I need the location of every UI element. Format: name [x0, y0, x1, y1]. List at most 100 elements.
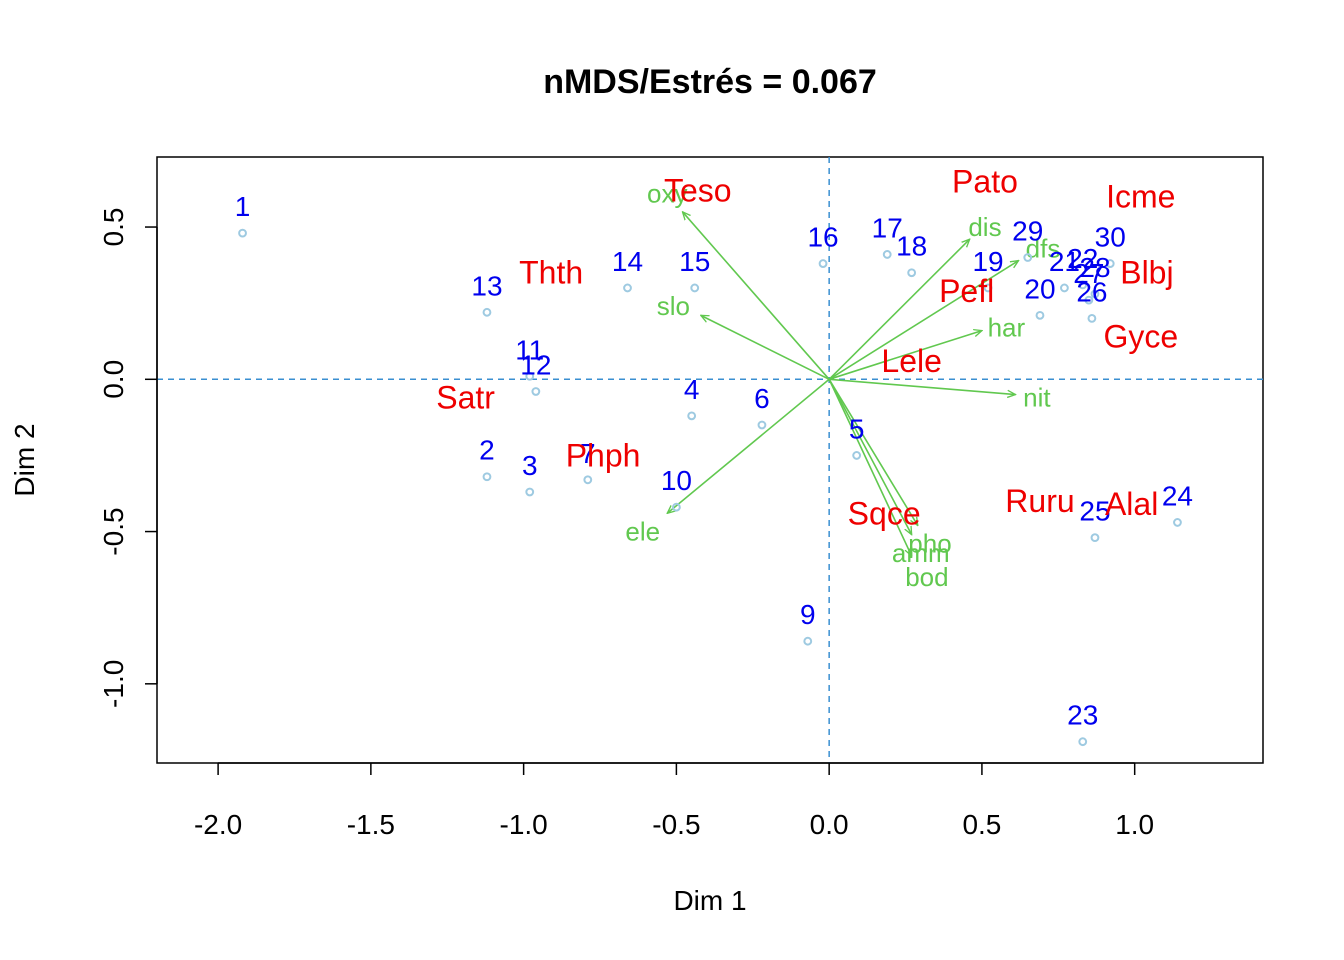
site-point-22: [1078, 280, 1088, 290]
site-label-9: 9: [800, 599, 816, 630]
x-tick-label: 0.0: [810, 809, 849, 840]
site-label-2: 2: [479, 435, 495, 466]
reference-lines: [157, 157, 1263, 763]
x-tick-label: -1.5: [347, 809, 395, 840]
vector-label-amm: amm: [892, 538, 950, 568]
vector-arrow-har: [828, 331, 982, 381]
site-point-19: [983, 283, 993, 293]
x-tick-label: -2.0: [194, 809, 242, 840]
species-label-icme: Icme: [1106, 179, 1175, 215]
site-point-2: [482, 472, 492, 482]
site-point-5: [852, 451, 862, 460]
vector-label-ele: ele: [625, 517, 660, 547]
site-point-28: [1090, 289, 1100, 299]
site-point-6: [757, 420, 767, 430]
vector-arrow-oxy: [683, 212, 830, 380]
species-label-phph: Phph: [566, 437, 641, 473]
site-label-14: 14: [612, 246, 643, 277]
vector-label-slo: slo: [657, 291, 690, 321]
y-axis-label: Dim 2: [9, 423, 40, 496]
site-point-18: [907, 268, 917, 278]
x-tick-label: -1.0: [500, 809, 548, 840]
species-label-teso: Teso: [664, 172, 732, 208]
site-point-9: [803, 636, 813, 646]
vector-arrow-dis: [828, 239, 970, 380]
vector-label-har: har: [988, 313, 1026, 343]
species-label-sqce: Sqce: [848, 495, 921, 531]
site-label-13: 13: [471, 270, 502, 301]
x-axis: -2.0 -1.5 -1.0 -0.5 0.0 0.5 1.0: [194, 762, 1154, 840]
site-point-29: [1023, 253, 1033, 262]
vector-arrow-ele: [667, 378, 830, 513]
y-tick-label: 0.0: [98, 360, 129, 399]
vector-label-oxy: oxy: [647, 179, 687, 209]
site-points: [238, 228, 1182, 747]
site-point-23: [1078, 737, 1088, 747]
vector-label-bod: bod: [905, 562, 948, 592]
site-label-21: 21: [1049, 246, 1080, 277]
x-tick-label: -0.5: [652, 809, 700, 840]
species-label-lele: Lele: [881, 343, 942, 379]
site-point-15: [690, 283, 700, 293]
site-label-20: 20: [1024, 273, 1055, 304]
chart-title: nMDS/Estrés = 0.067: [543, 63, 877, 101]
site-point-20: [1035, 310, 1045, 320]
site-label-18: 18: [896, 231, 927, 262]
y-tick-label: -0.5: [98, 507, 129, 555]
y-axis: -1.0 -0.5 0.0 0.5: [98, 208, 158, 708]
site-label-6: 6: [754, 383, 770, 414]
vector-arrow-pho: [828, 378, 918, 525]
site-point-1: [238, 228, 247, 238]
site-label-1: 1: [235, 191, 251, 222]
species-label-satr: Satr: [436, 380, 495, 416]
x-axis-label: Dim 1: [673, 885, 746, 916]
vector-label-nit: nit: [1023, 383, 1051, 413]
y-tick-label: -1.0: [98, 660, 129, 708]
site-label-15: 15: [679, 246, 710, 277]
site-label-27: 27: [1073, 258, 1104, 289]
site-point-13: [482, 307, 492, 317]
site-label-26: 26: [1076, 276, 1107, 307]
site-label-16: 16: [807, 222, 838, 253]
site-label-28: 28: [1079, 252, 1110, 283]
site-point-17: [882, 250, 892, 259]
site-point-4: [687, 411, 697, 421]
site-label-7: 7: [580, 438, 596, 469]
site-point-26: [1087, 313, 1097, 323]
vector-arrow-bod: [828, 378, 913, 556]
site-point-16: [818, 259, 828, 268]
site-point-27: [1084, 295, 1094, 305]
species-label-gyce: Gyce: [1103, 319, 1178, 355]
site-label-30: 30: [1095, 222, 1126, 253]
site-label-10: 10: [661, 465, 692, 496]
site-label-5: 5: [849, 413, 865, 444]
site-point-10: [671, 502, 681, 512]
site-point-14: [623, 283, 632, 293]
x-tick-label: 1.0: [1115, 809, 1154, 840]
vector-label-dis: dis: [968, 212, 1001, 242]
site-point-12: [531, 387, 541, 396]
site-point-21: [1060, 283, 1069, 293]
species-label-pato: Pato: [952, 163, 1018, 199]
site-point-3: [525, 487, 535, 497]
site-point-7: [583, 475, 593, 485]
site-label-22: 22: [1067, 243, 1098, 274]
species-labels: Teso Pato Icme Thth Pefl Blbj Gyce Lele Satr Phph…: [436, 163, 1178, 531]
site-label-23: 23: [1067, 700, 1098, 731]
site-label-12: 12: [520, 349, 551, 380]
y-tick-label: 0.5: [98, 208, 129, 247]
x-tick-label: 0.5: [962, 809, 1001, 840]
species-label-alal: Alal: [1105, 486, 1158, 522]
site-label-3: 3: [522, 450, 538, 481]
site-label-24: 24: [1162, 480, 1193, 511]
site-point-11: [525, 371, 535, 381]
vector-label-pho: pho: [908, 529, 951, 559]
site-label-29: 29: [1012, 215, 1043, 246]
species-label-ruru: Ruru: [1005, 483, 1074, 519]
site-label-4: 4: [684, 374, 700, 405]
vector-arrow-amm: [828, 378, 911, 534]
species-label-thth: Thth: [519, 255, 583, 291]
